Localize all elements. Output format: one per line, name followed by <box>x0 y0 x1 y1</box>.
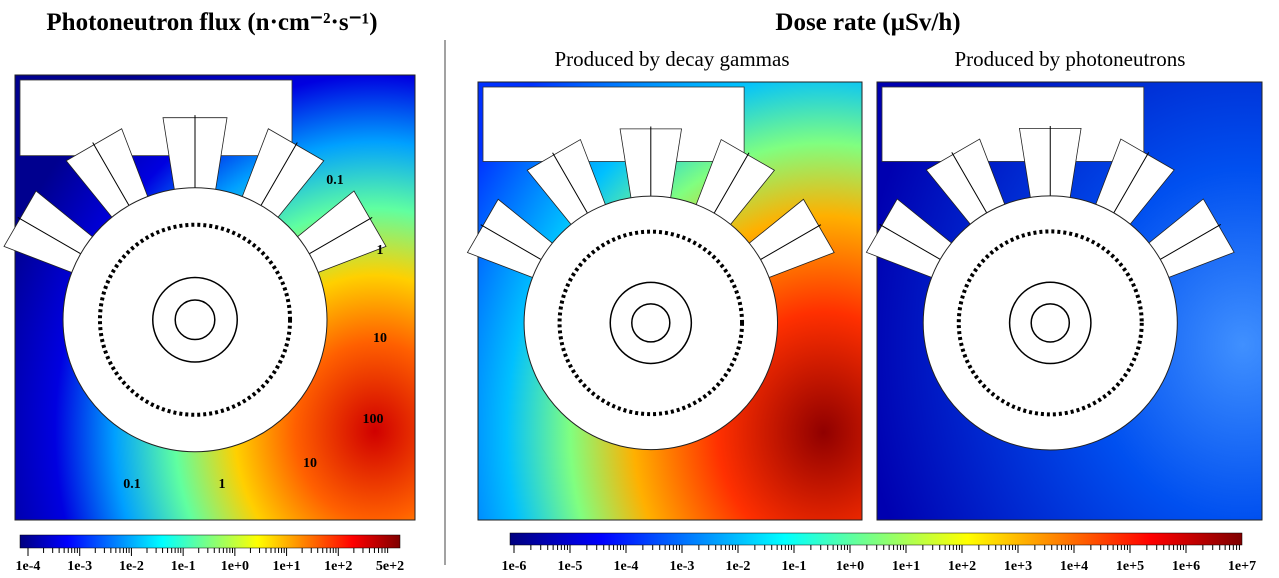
colorbar-tick-label: 1e+0 <box>221 559 249 574</box>
colorbar-tick-label: 1e-3 <box>670 559 695 574</box>
core-inner <box>631 303 671 343</box>
core-inner <box>1030 303 1071 343</box>
building-top <box>19 79 293 157</box>
contour-label: 10 <box>373 331 387 346</box>
colorbar-tick-label: 1e+1 <box>892 559 920 574</box>
colorbar-tick-label: 1e-6 <box>502 559 527 574</box>
colorbar-tick-label: 1e+3 <box>1004 559 1032 574</box>
colorbar-tick-label: 1e+0 <box>836 559 864 574</box>
colorbar <box>19 534 401 549</box>
ring <box>956 229 1144 417</box>
colorbar-tick-label: 1e-2 <box>726 559 751 574</box>
building-top <box>482 86 745 162</box>
colorbar-tick-label: 1e+1 <box>272 559 300 574</box>
colorbar-tick-label: 5e+2 <box>376 559 404 574</box>
colorbar <box>509 532 1243 546</box>
contour-label: 0.1 <box>123 477 141 492</box>
core-inner <box>174 299 216 341</box>
contour-label: 100 <box>363 412 384 427</box>
colorbar-tick-label: 1e-1 <box>171 559 196 574</box>
core <box>152 276 238 363</box>
colorbar-tick-label: 1e+7 <box>1228 559 1256 574</box>
colorbar-tick-label: 1e-2 <box>119 559 144 574</box>
contour-label: 1 <box>377 243 384 258</box>
colorbar-tick-label: 1e+5 <box>1116 559 1144 574</box>
panel-title: Dose rate (µSv/h) <box>775 9 960 36</box>
colorbar-tick-label: 1e+2 <box>948 559 976 574</box>
colorbar-tick-label: 1e-5 <box>558 559 583 574</box>
panel-subtitle: Produced by photoneutrons <box>955 47 1186 71</box>
colorbar-tick-label: 1e-1 <box>782 559 807 574</box>
colorbar-tick-label: 1e-4 <box>614 559 639 574</box>
maps <box>3 74 1263 521</box>
ring <box>97 222 293 417</box>
contour-label: 0.1 <box>326 173 344 188</box>
contour-label: 10 <box>303 456 317 471</box>
contour-label: 1 <box>219 477 226 492</box>
core <box>1008 281 1092 365</box>
colorbar-tick-label: 1e-4 <box>16 559 41 574</box>
panel-subtitle: Produced by decay gammas <box>554 47 789 71</box>
ring <box>557 229 745 417</box>
building-top <box>881 86 1145 162</box>
colorbar-tick-label: 1e-3 <box>67 559 92 574</box>
colorbar-tick-label: 1e+2 <box>324 559 352 574</box>
colorbar-tick-label: 1e+6 <box>1172 559 1200 574</box>
core <box>609 281 693 365</box>
panel-title: Photoneutron flux (n·cm⁻²·s⁻¹) <box>46 9 377 36</box>
colorbar-tick-label: 1e+4 <box>1060 559 1088 574</box>
